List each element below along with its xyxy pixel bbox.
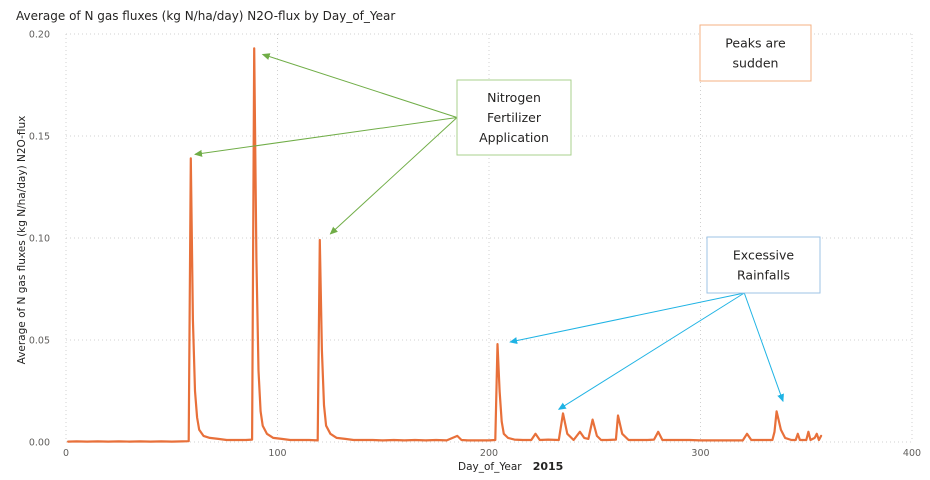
x-axis-title: Day_of_Year: [458, 461, 522, 473]
annotation-arrow: [557, 292, 745, 410]
annotation-text-rainfall: Excessive: [733, 248, 795, 263]
x-tick-label: 100: [268, 448, 286, 459]
x-axis-ticks: 0 100 200 300 400: [63, 448, 921, 459]
annotation-arrow: [329, 117, 458, 235]
y-tick-label: 0.05: [29, 336, 50, 347]
y-tick-label: 0.20: [29, 30, 50, 41]
annotation-text-peaks: Peaks are: [725, 36, 786, 51]
x-axis-year: 2015: [533, 460, 564, 473]
series-line: [67, 47, 823, 443]
annotation-arrow: [743, 292, 784, 403]
chart-title: Average of N gas fluxes (kg N/ha/day) N2…: [16, 9, 395, 23]
y-axis-ticks: 0.00 0.05 0.10 0.15 0.20: [29, 30, 50, 449]
series-group: [67, 47, 823, 443]
x-axis-title-group: Day_of_Year 2015: [458, 455, 563, 474]
annotation-box-peaks: [699, 24, 812, 82]
annotation-arrow: [261, 53, 458, 118]
annotations: Nitrogen Fertilizer Application Excessive Ra…: [194, 24, 821, 410]
x-tick-label: 0: [63, 448, 69, 459]
annotation-text-peaks: sudden: [733, 56, 779, 71]
annotation-arrow: [509, 292, 745, 345]
y-axis-title: Average of N gas fluxes (kg N/ha/day) N2…: [16, 116, 28, 365]
annotation-box-rainfall: [706, 236, 821, 294]
annotation-text-nitrogen: Application: [479, 130, 549, 145]
annotation-arrow: [194, 117, 458, 157]
annotation-text-nitrogen: Nitrogen: [487, 90, 541, 105]
x-tick-label: 400: [903, 448, 921, 459]
y-tick-label: 0.00: [29, 438, 50, 449]
x-tick-label: 200: [480, 448, 498, 459]
annotation-text-nitrogen: Fertilizer: [487, 110, 542, 125]
y-tick-label: 0.10: [29, 234, 50, 245]
x-tick-label: 300: [691, 448, 709, 459]
annotation-text-rainfall: Rainfalls: [737, 268, 790, 283]
y-tick-label: 0.15: [29, 132, 50, 143]
annotation-box-nitrogen: [456, 79, 572, 156]
